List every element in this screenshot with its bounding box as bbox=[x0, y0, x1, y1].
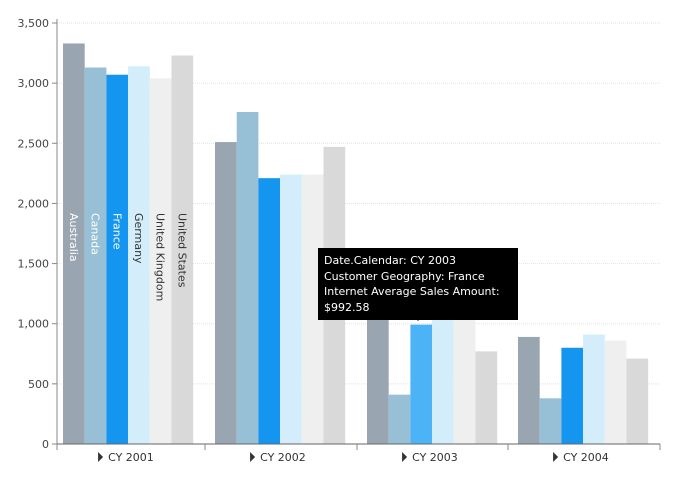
series-label-united-states: United States bbox=[175, 213, 188, 288]
bar-canada-1[interactable] bbox=[236, 112, 259, 445]
bar-australia-0[interactable] bbox=[63, 43, 85, 444]
bar-germany-3[interactable] bbox=[583, 334, 605, 444]
tooltip-line-measure: Internet Average Sales Amount: bbox=[324, 285, 500, 298]
bar-united-states-3[interactable] bbox=[626, 358, 649, 444]
y-tick-label: 500 bbox=[28, 378, 49, 391]
bar-france-3[interactable] bbox=[561, 347, 584, 444]
bar-australia-1[interactable] bbox=[215, 142, 237, 444]
triangle-right-icon[interactable] bbox=[98, 452, 104, 462]
bar-canada-0[interactable] bbox=[84, 67, 107, 445]
y-tick-label: 2,500 bbox=[18, 137, 50, 150]
tooltip-line-date: Date.Calendar: CY 2003 bbox=[324, 254, 456, 267]
bar-united-states-2[interactable] bbox=[475, 351, 498, 444]
y-tick-label: 1,000 bbox=[18, 318, 50, 331]
triangle-right-icon[interactable] bbox=[402, 452, 408, 462]
bar-united-kingdom-1[interactable] bbox=[301, 174, 324, 444]
series-label-canada: Canada bbox=[89, 213, 102, 255]
triangle-right-icon[interactable] bbox=[250, 452, 256, 462]
bar-canada-3[interactable] bbox=[539, 398, 562, 444]
series-label-australia: Australia bbox=[67, 213, 80, 262]
x-category-label[interactable]: CY 2004 bbox=[563, 451, 609, 464]
y-tick-label: 1,500 bbox=[18, 258, 50, 271]
bar-france-0[interactable] bbox=[106, 74, 129, 445]
y-tick-label: 2,000 bbox=[18, 197, 50, 210]
bar-france-1[interactable] bbox=[258, 178, 281, 444]
bar-germany-0[interactable] bbox=[128, 66, 150, 444]
x-category-label[interactable]: CY 2002 bbox=[260, 451, 306, 464]
bar-australia-3[interactable] bbox=[518, 336, 540, 444]
y-tick-label: 3,500 bbox=[18, 17, 50, 30]
chart-tooltip: Date.Calendar: CY 2003 Customer Geograph… bbox=[318, 248, 518, 320]
bar-germany-1[interactable] bbox=[280, 174, 302, 444]
bar-germany-2[interactable] bbox=[432, 317, 454, 444]
triangle-right-icon[interactable] bbox=[553, 452, 559, 462]
x-category-label[interactable]: CY 2001 bbox=[108, 451, 154, 464]
series-label-united-kingdom: United Kingdom bbox=[154, 213, 167, 301]
bar-united-kingdom-3[interactable] bbox=[604, 340, 627, 444]
bar-united-states-0[interactable] bbox=[171, 55, 194, 444]
series-label-france: France bbox=[110, 213, 123, 250]
y-tick-label: 0 bbox=[42, 438, 49, 451]
bar-canada-2[interactable] bbox=[388, 394, 411, 444]
bar-united-kingdom-2[interactable] bbox=[453, 317, 476, 444]
y-tick-label: 3,000 bbox=[18, 77, 50, 90]
tooltip-line-value: $992.58 bbox=[324, 300, 370, 314]
bar-united-kingdom-0[interactable] bbox=[149, 78, 172, 445]
x-category-label[interactable]: CY 2003 bbox=[412, 451, 458, 464]
bar-australia-2[interactable] bbox=[367, 311, 389, 444]
series-label-germany: Germany bbox=[132, 213, 145, 264]
tooltip-pointer bbox=[413, 315, 423, 321]
bar-france-2[interactable] bbox=[410, 324, 433, 444]
tooltip-line-geography: Customer Geography: France bbox=[324, 269, 485, 283]
